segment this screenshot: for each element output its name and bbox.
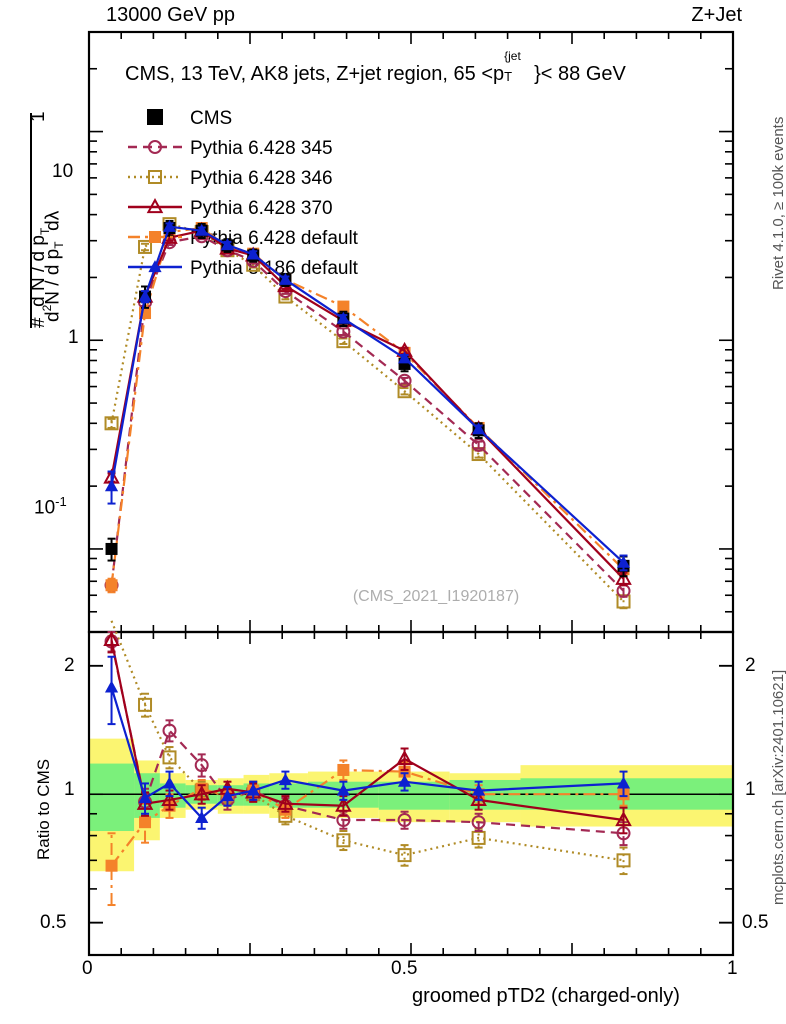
ratio-series-marker xyxy=(397,813,412,828)
main-series-marker xyxy=(616,555,631,568)
main-series-marker xyxy=(337,300,350,313)
header-left: 13000 GeV pp xyxy=(106,4,235,26)
xtick-0: 0 xyxy=(82,958,93,979)
main-series-line xyxy=(110,222,625,603)
ratio-series-marker xyxy=(162,723,177,738)
main-series-marker xyxy=(104,416,119,431)
main-series-marker xyxy=(138,239,153,254)
main-series-marker xyxy=(195,223,209,236)
ratio-series-marker xyxy=(616,853,631,868)
legend-key-marker-2 xyxy=(148,170,162,184)
legend-label-3: Pythia 6.428 370 xyxy=(190,198,333,219)
ratio-series-marker xyxy=(471,815,486,830)
ratio-ytick-1-right: 1 xyxy=(745,779,756,800)
legend-key-marker-5 xyxy=(148,260,162,273)
ratio-series-marker xyxy=(398,765,411,778)
main-series-marker xyxy=(397,351,412,364)
main-series-marker xyxy=(220,238,235,251)
ratio-series-marker xyxy=(336,783,350,796)
ratio-series-marker xyxy=(103,630,120,646)
legend-key-marker-0 xyxy=(147,109,163,125)
main-ytick-10: 10 xyxy=(52,161,74,182)
ratio-series-marker xyxy=(162,750,177,765)
ratio-ytick-2-left: 2 xyxy=(64,655,75,676)
xaxis-label: groomed pTD2 (charged-only) xyxy=(412,985,680,1007)
legend-label-5: Pythia 8.186 default xyxy=(190,258,358,279)
legend-label-0: CMS xyxy=(190,108,233,129)
plot-title-superscript: {jet xyxy=(504,49,521,63)
main-series-marker xyxy=(336,311,350,324)
main-panel-frame xyxy=(87,30,735,634)
analysis-watermark: (CMS_2021_I1920187) xyxy=(353,588,519,605)
ratio-series-marker xyxy=(335,796,352,812)
plot-title: CMS, 13 TeV, AK8 jets, Z+jet region, 65 … xyxy=(125,49,626,86)
ratio-series-marker xyxy=(194,758,209,773)
xtick-1: 1 xyxy=(727,958,738,979)
main-series-marker xyxy=(104,479,119,492)
xtick-0.5: 0.5 xyxy=(391,958,418,979)
ratio-ytick-2-right: 2 xyxy=(745,655,756,676)
ratio-series-marker xyxy=(220,789,235,802)
main-ytick-0.1: 10-1 xyxy=(34,494,67,519)
legend-key-marker-1 xyxy=(148,140,162,154)
ratio-ytick-0.5-left: 0.5 xyxy=(40,912,67,933)
ratio-series-marker xyxy=(246,783,260,796)
ratio-series-marker xyxy=(337,763,350,776)
ratio-ytick-0.5-right: 0.5 xyxy=(742,912,769,933)
main-ytick-1: 1 xyxy=(68,327,79,348)
main-series-marker xyxy=(615,569,632,585)
main-series-marker xyxy=(138,289,152,302)
ratio-series-marker xyxy=(162,776,177,789)
ratio-series-marker xyxy=(397,848,412,863)
legend-label-2: Pythia 6.428 346 xyxy=(190,168,333,189)
ratio-series-marker xyxy=(472,783,486,796)
main-series-marker xyxy=(246,247,260,260)
ratio-ytick-1-left: 1 xyxy=(64,779,75,800)
legend-key-marker-3 xyxy=(146,198,164,214)
fraction-bar xyxy=(30,113,32,328)
main-series-marker xyxy=(472,422,486,435)
main-series-marker xyxy=(105,579,118,592)
ratio-series-line xyxy=(110,641,624,835)
main-ylabel: d2N / d pT dλ # d N / d pT 1 xyxy=(4,40,66,330)
legend-key-marker-4 xyxy=(149,231,161,243)
plot-title-tail: }< 88 GeV xyxy=(534,63,626,85)
main-series-marker xyxy=(397,373,412,388)
ratio-series-marker xyxy=(616,776,631,789)
main-series-marker xyxy=(162,219,177,232)
ratio-series-marker xyxy=(397,774,412,787)
ratio-series-marker xyxy=(195,811,209,824)
ratio-series-marker xyxy=(138,791,152,804)
main-series-marker xyxy=(397,384,412,399)
main-series-line xyxy=(110,235,625,592)
main-series-line xyxy=(110,229,625,580)
main-series-line xyxy=(110,226,625,586)
plot-title-main: CMS, 13 TeV, AK8 jets, Z+jet region, 65 … xyxy=(125,63,505,85)
plot-title-subscript: T xyxy=(504,69,513,84)
ratio-series-marker xyxy=(105,859,118,872)
ratio-series-marker xyxy=(615,811,632,827)
main-ytick-exponent: -1 xyxy=(55,494,67,509)
ratio-series-marker xyxy=(138,697,153,712)
ratio-series-marker xyxy=(104,680,119,693)
ratio-band-inner xyxy=(89,763,135,832)
main-series-marker xyxy=(105,542,118,555)
ratio-series-marker xyxy=(161,790,178,806)
ratio-series-marker xyxy=(193,785,210,801)
ratio-series-marker xyxy=(396,749,413,766)
main-series-marker xyxy=(278,272,293,285)
ratio-series-marker xyxy=(336,833,351,848)
legend-label-1: Pythia 6.428 345 xyxy=(190,138,333,159)
ratio-series-marker xyxy=(139,816,152,829)
ratio-series-line xyxy=(110,768,624,867)
ratio-series-marker xyxy=(278,773,293,786)
header-right: Z+Jet xyxy=(691,4,742,26)
ratio-series-marker xyxy=(277,794,294,810)
